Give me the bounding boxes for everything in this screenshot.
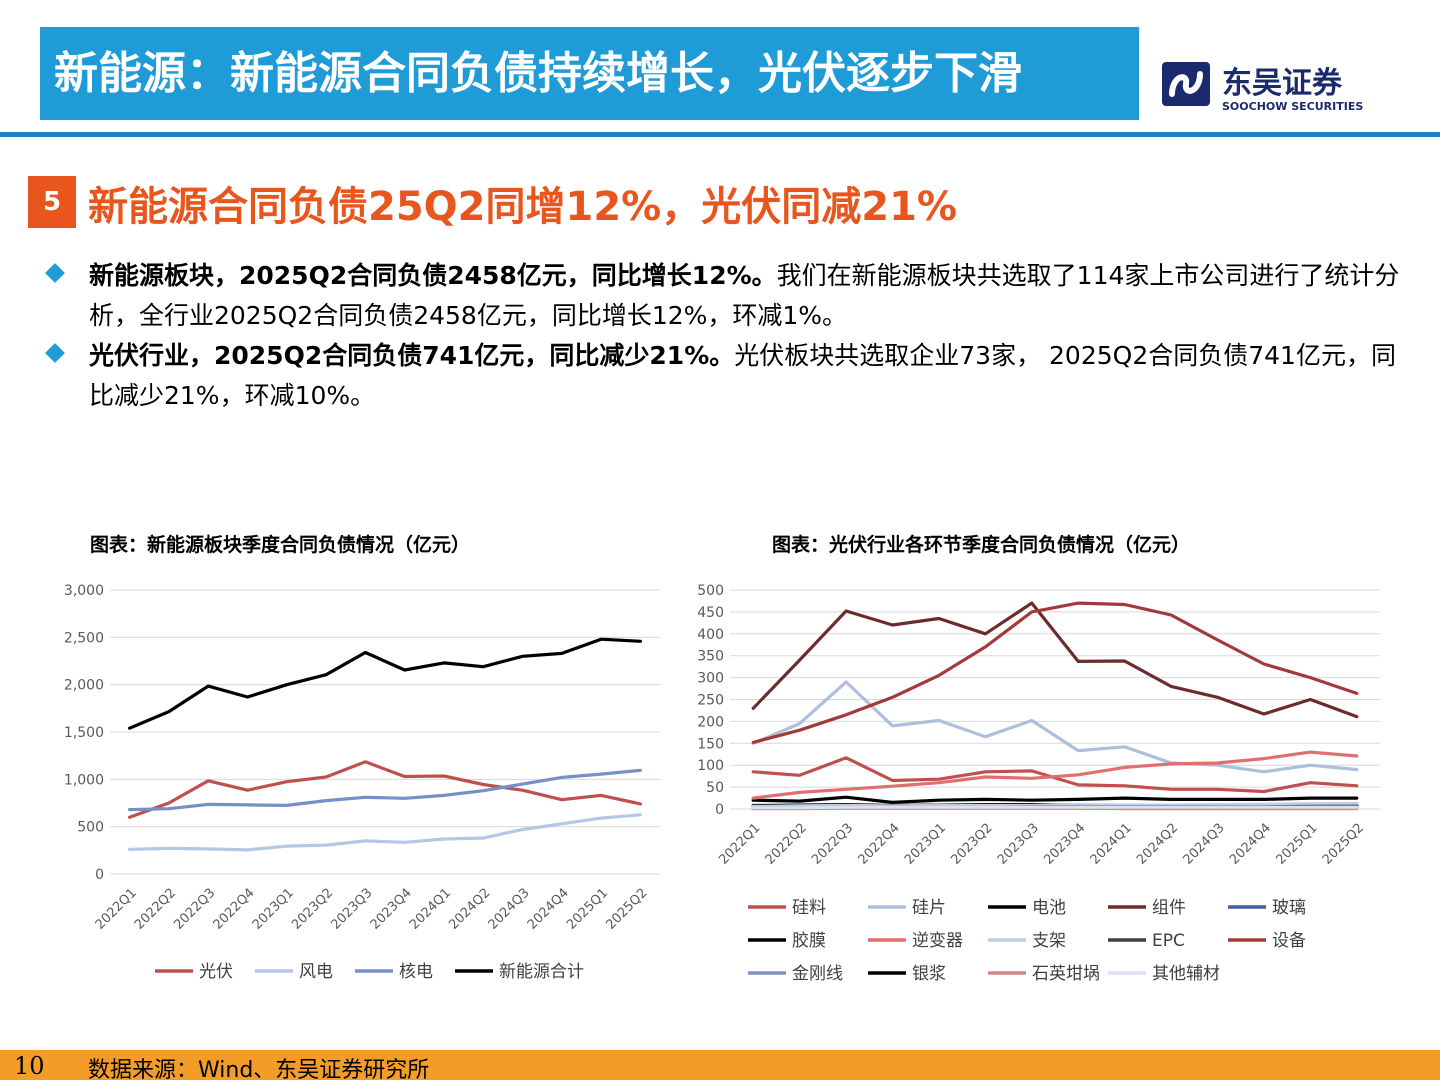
x-tick-label: 2023Q4: [368, 886, 415, 933]
legend-label: 新能源合计: [499, 962, 584, 982]
bullet-lead: 光伏行业，2025Q2合同负债741亿元，同比减少21%。: [89, 341, 734, 370]
legend-label: 硅料: [792, 898, 826, 918]
legend-label: 硅片: [912, 898, 946, 918]
y-tick-label: 500: [77, 820, 104, 836]
x-tick-label: 2024Q1: [1088, 821, 1135, 868]
left-chart-title: 图表：新能源板块季度合同负债情况（亿元）: [90, 530, 470, 557]
legend-label: 胶膜: [792, 931, 826, 951]
header-divider: [0, 132, 1440, 137]
y-tick-label: 3,000: [64, 583, 104, 599]
legend-label: 玻璃: [1272, 898, 1306, 918]
x-tick-label: 2023Q1: [902, 821, 949, 868]
y-tick-label: 350: [697, 649, 724, 665]
section-number-badge: 5: [28, 176, 76, 228]
x-tick-label: 2025Q2: [1320, 821, 1367, 868]
footer-bar: 10 数据来源：Wind、东吴证券研究所: [0, 1050, 1440, 1080]
bullet-item: 新能源板块，2025Q2合同负债2458亿元，同比增长12%。我们在新能源板块共…: [44, 256, 1414, 336]
series-line: [130, 762, 641, 817]
legend-label: 银浆: [912, 964, 946, 984]
x-tick-label: 2024Q1: [407, 886, 454, 933]
x-tick-label: 2024Q2: [1134, 821, 1181, 868]
company-logo: 东吴证券 SOOCHOW SECURITIES: [1160, 56, 1390, 116]
y-tick-label: 2,500: [64, 630, 104, 646]
x-tick-label: 2024Q4: [1227, 821, 1274, 868]
right-chart-title: 图表：光伏行业各环节季度合同负债情况（亿元）: [772, 530, 1190, 557]
x-tick-label: 2022Q1: [716, 821, 763, 868]
series-line: [753, 758, 1357, 792]
x-tick-label: 2022Q2: [763, 821, 810, 868]
logo-mark-icon: [1160, 58, 1216, 110]
x-tick-label: 2022Q4: [856, 821, 903, 868]
series-line: [753, 797, 1357, 802]
x-tick-label: 2024Q2: [446, 886, 493, 933]
x-tick-label: 2024Q3: [486, 886, 533, 933]
legend-label: 核电: [399, 962, 433, 982]
series-line: [130, 770, 641, 809]
new-energy-contract-liability-chart: 05001,0001,5002,0002,5003,0002022Q12022Q…: [40, 575, 710, 1005]
x-tick-label: 2024Q4: [525, 886, 572, 933]
y-tick-label: 300: [697, 671, 724, 687]
legend-label: 逆变器: [912, 931, 963, 951]
y-tick-label: 100: [697, 758, 724, 774]
x-tick-label: 2023Q2: [948, 821, 995, 868]
bullet-list: 新能源板块，2025Q2合同负债2458亿元，同比增长12%。我们在新能源板块共…: [44, 256, 1414, 416]
series-line: [130, 639, 641, 728]
legend-label: 石英坩埚: [1032, 964, 1100, 984]
legend-label: 设备: [1272, 931, 1306, 951]
y-tick-label: 0: [715, 802, 724, 818]
legend-label: 风电: [299, 962, 333, 982]
bullet-lead: 新能源板块，2025Q2合同负债2458亿元，同比增长12%。: [89, 261, 777, 290]
bullet-item: 光伏行业，2025Q2合同负债741亿元，同比减少21%。光伏板块共选取企业73…: [44, 336, 1414, 416]
x-tick-label: 2024Q3: [1181, 821, 1228, 868]
legend-label: 组件: [1152, 898, 1186, 918]
x-tick-label: 2023Q3: [995, 821, 1042, 868]
y-tick-label: 400: [697, 627, 724, 643]
x-tick-label: 2022Q1: [93, 886, 140, 933]
x-tick-label: 2022Q3: [171, 886, 218, 933]
legend-label: 光伏: [199, 962, 233, 982]
x-tick-label: 2022Q4: [211, 886, 258, 933]
y-tick-label: 500: [697, 583, 724, 599]
series-line: [130, 815, 641, 850]
x-tick-label: 2023Q4: [1041, 821, 1088, 868]
y-tick-label: 1,000: [64, 772, 104, 788]
logo-name-en: SOOCHOW SECURITIES: [1222, 100, 1363, 113]
legend-label: 金刚线: [792, 964, 843, 984]
x-tick-label: 2025Q1: [564, 886, 611, 933]
logo-name-cn: 东吴证券: [1222, 58, 1342, 102]
legend-label: 其他辅材: [1152, 964, 1220, 984]
page-title: 新能源：新能源合同负债持续增长，光伏逐步下滑: [54, 37, 1022, 101]
y-tick-label: 150: [697, 736, 724, 752]
y-tick-label: 1,500: [64, 725, 104, 741]
page-number: 10: [14, 1052, 45, 1080]
y-tick-label: 2,000: [64, 678, 104, 694]
y-tick-label: 200: [697, 714, 724, 730]
x-tick-label: 2023Q3: [328, 886, 375, 933]
diamond-bullet-icon: [45, 263, 65, 283]
section-subtitle: 新能源合同负债25Q2同增12%，光伏同减21%: [88, 174, 957, 232]
legend-label: EPC: [1152, 931, 1185, 951]
title-bar: 新能源：新能源合同负债持续增长，光伏逐步下滑: [40, 27, 1139, 120]
x-tick-label: 2023Q2: [289, 886, 336, 933]
x-tick-label: 2025Q2: [603, 886, 650, 933]
x-tick-label: 2025Q1: [1273, 821, 1320, 868]
y-tick-label: 450: [697, 605, 724, 621]
y-tick-label: 0: [95, 867, 104, 883]
x-tick-label: 2022Q3: [809, 821, 856, 868]
diamond-bullet-icon: [45, 343, 65, 363]
y-tick-label: 50: [706, 780, 724, 796]
legend-label: 支架: [1032, 931, 1066, 951]
series-line: [753, 807, 1357, 808]
y-tick-label: 250: [697, 693, 724, 709]
x-tick-label: 2022Q2: [132, 886, 179, 933]
legend-label: 电池: [1032, 898, 1066, 918]
data-source: 数据来源：Wind、东吴证券研究所: [88, 1052, 429, 1084]
x-tick-label: 2023Q1: [250, 886, 297, 933]
